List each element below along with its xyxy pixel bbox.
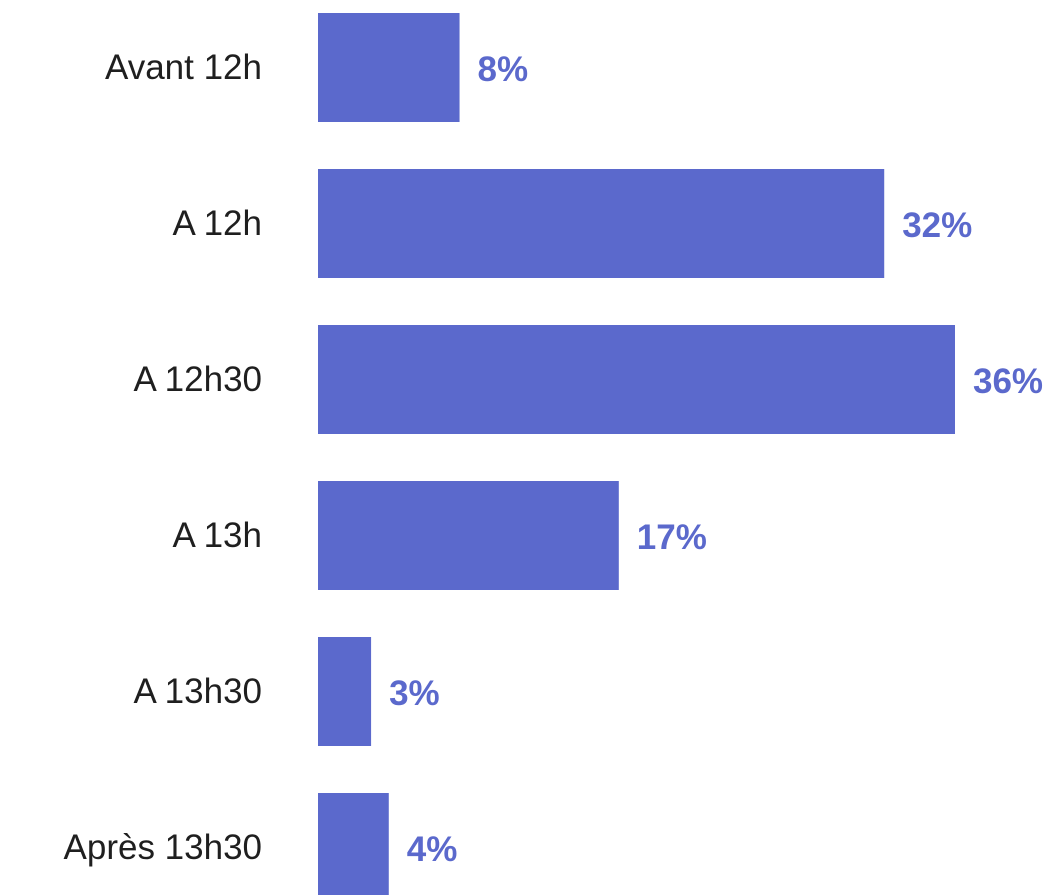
bar-a-13h [318, 481, 619, 590]
category-label-a-13h30: A 13h30 [134, 672, 262, 711]
value-label-apres-13h30: 4% [407, 830, 458, 869]
category-labels-group: Avant 12h A 12h A 12h30 A 13h A 13h30 Après 1… [64, 48, 262, 867]
value-label-a-12h: 32% [902, 206, 972, 245]
bar-avant-12h [318, 13, 460, 122]
category-label-a-13h: A 13h [172, 516, 262, 555]
category-label-apres-13h30: Après 13h30 [64, 828, 262, 867]
value-label-avant-12h: 8% [478, 50, 529, 89]
bar-a-12h30 [318, 325, 955, 434]
value-label-a-13h: 17% [637, 518, 707, 557]
category-label-a-12h: A 12h [172, 204, 262, 243]
category-label-a-12h30: A 12h30 [134, 360, 262, 399]
bar-a-12h [318, 169, 885, 278]
bars-group [318, 13, 955, 895]
category-label-avant-12h: Avant 12h [105, 48, 262, 87]
bar-apres-13h30 [318, 793, 389, 895]
value-labels-group: 8% 32% 36% 17% 3% 4% [389, 50, 1043, 869]
value-label-a-13h30: 3% [389, 674, 440, 713]
bar-a-13h30 [318, 637, 372, 746]
value-label-a-12h30: 36% [973, 362, 1043, 401]
